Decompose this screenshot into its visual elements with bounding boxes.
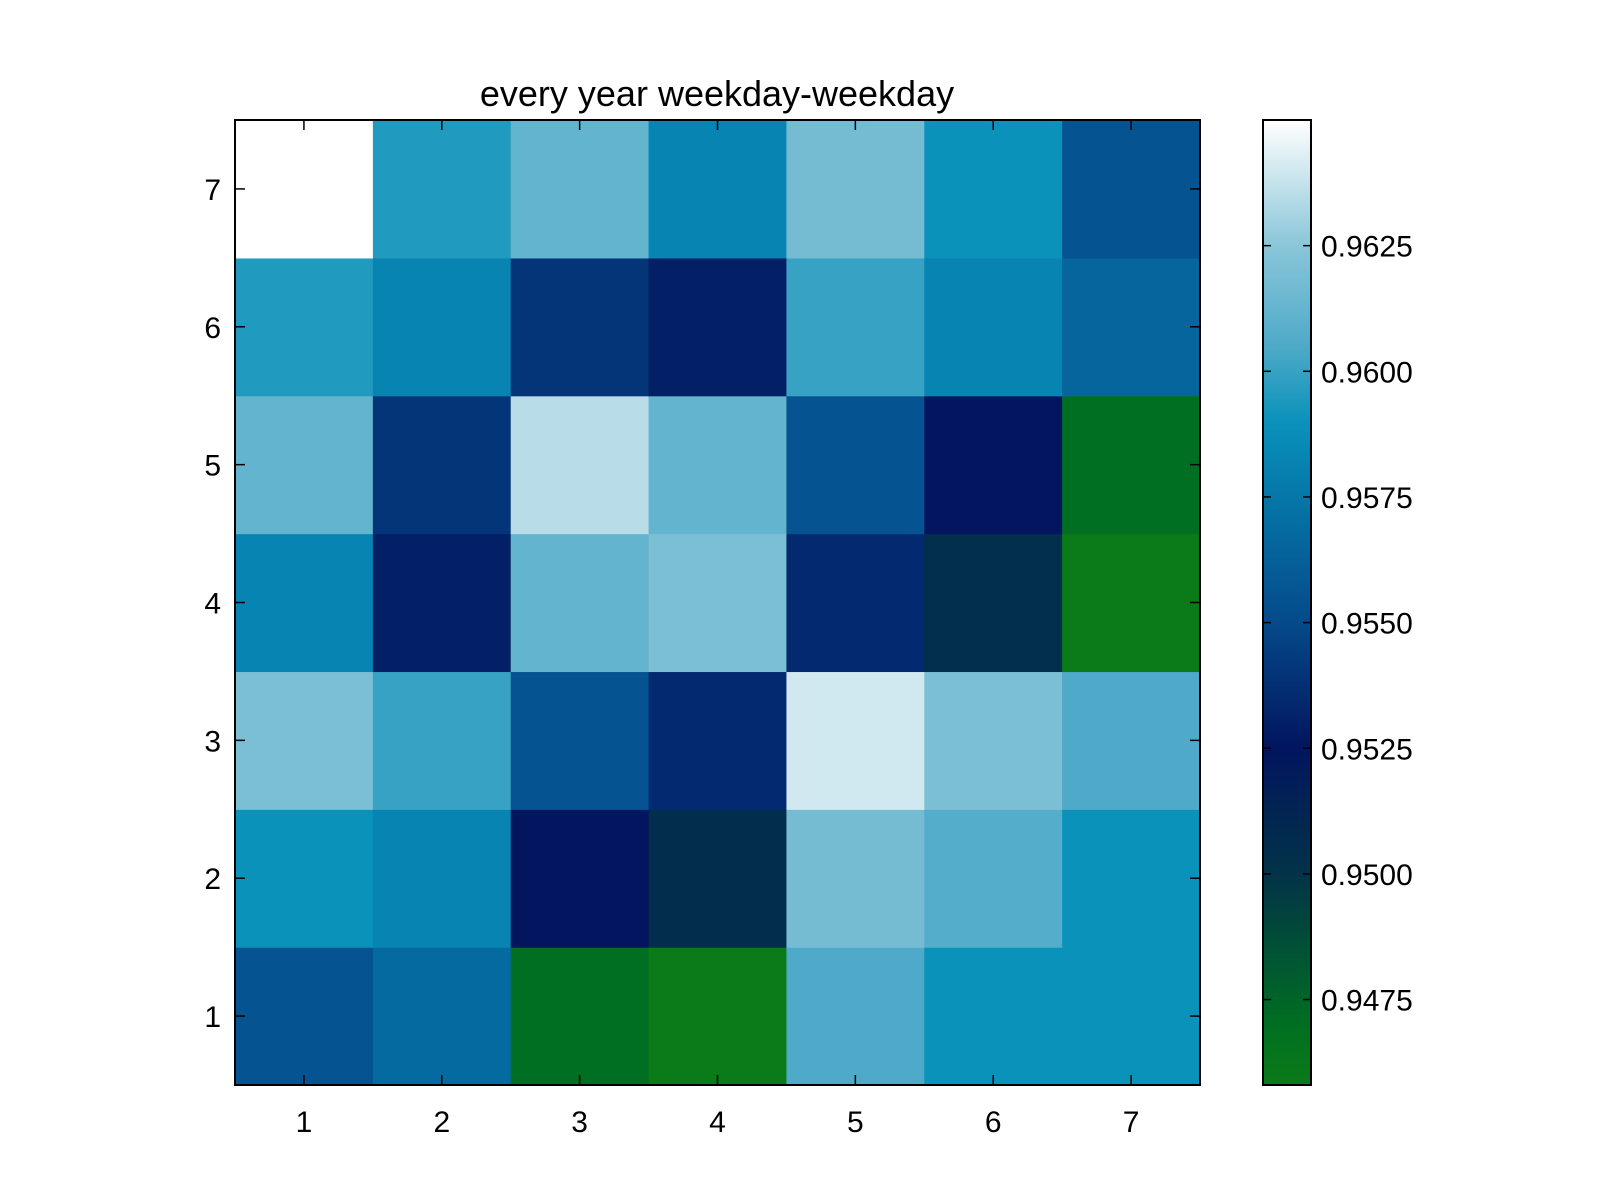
heatmap-cell-r1-c6 (924, 947, 1063, 1086)
colorbar-labels: 0.9475 0.9500 0.9525 0.9550 0.9575 0.9600 0.96… (1321, 231, 1413, 1018)
heatmap-cell-r6-c2 (372, 257, 512, 397)
heatmap-cell-r3-c3 (510, 671, 650, 810)
heatmap-cell-r5-c5 (786, 395, 925, 535)
y-tick-label: 6 (204, 312, 221, 345)
axis-ticks (235, 120, 1200, 1085)
x-tick-label: 1 (296, 1106, 313, 1139)
colorbar-fill (1263, 120, 1311, 1085)
heatmap-cell-r7-c5 (786, 120, 925, 259)
colorbar-tick-label: 0.9550 (1321, 608, 1413, 641)
colorbar-tick-label: 0.9575 (1321, 482, 1413, 515)
heatmap-cell-r7-c4 (648, 120, 788, 259)
y-tick-label: 1 (204, 1001, 221, 1034)
heatmap-cell-r3-c6 (924, 671, 1063, 810)
heatmap-cell-r1-c3 (510, 947, 650, 1086)
heatmap-cell-r6-c3 (510, 257, 650, 397)
colorbar-tick-label: 0.9500 (1321, 859, 1413, 892)
heatmap-cell-r4-c5 (786, 533, 925, 673)
x-tick-label: 5 (847, 1106, 864, 1139)
heatmap-cell-r1-c2 (372, 947, 512, 1086)
chart-title: every year weekday-weekday (480, 73, 954, 114)
heatmap-cell-r1-c4 (648, 947, 788, 1086)
x-tick-label: 6 (985, 1106, 1002, 1139)
heatmap-cell-r5-c1 (235, 395, 374, 535)
heatmap-cell-r2-c5 (786, 809, 925, 948)
heatmap-cell-r7-c2 (372, 120, 512, 259)
heatmap-cell-r7-c1 (235, 120, 374, 259)
y-tick-label: 5 (204, 450, 221, 483)
colorbar: 0.9475 0.9500 0.9525 0.9550 0.9575 0.9600 0.96… (1262, 119, 1413, 1086)
colorbar-tick-label: 0.9475 (1321, 985, 1413, 1018)
y-tick-label: 4 (204, 588, 221, 621)
heatmap-cell-r2-c3 (510, 809, 650, 948)
colorbar-tick-label: 0.9525 (1321, 733, 1413, 766)
heatmap-cell-r5-c6 (924, 395, 1063, 535)
heatmap-cell-r2-c6 (924, 809, 1063, 948)
heatmap-cell-r2-c4 (648, 809, 788, 948)
colorbar-tick-label: 0.9625 (1321, 231, 1413, 264)
heatmap-cell-r1-c1 (235, 947, 374, 1086)
y-tick-labels: 1 2 3 4 5 6 7 (204, 174, 221, 1034)
heatmap-cells (235, 120, 1201, 1086)
heatmap-cell-r4-c3 (510, 533, 650, 673)
colorbar-tick-label: 0.9600 (1321, 356, 1413, 389)
heatmap-cell-r7-c6 (924, 120, 1063, 259)
heatmap-cell-r7-c3 (510, 120, 650, 259)
heatmap-cell-r3-c5 (786, 671, 925, 810)
heatmap-cell-r6-c4 (648, 257, 788, 397)
heatmap-cell-r1-c7 (1062, 947, 1201, 1086)
heatmap-cell-r2-c7 (1062, 809, 1201, 948)
x-tick-label: 7 (1123, 1106, 1140, 1139)
y-tick-label: 7 (204, 174, 221, 207)
x-tick-label: 4 (709, 1106, 726, 1139)
heatmap-cell-r5-c3 (510, 395, 650, 535)
x-tick-label: 3 (571, 1106, 588, 1139)
heatmap-cell-r3-c2 (372, 671, 512, 810)
heatmap-cell-r7-c7 (1062, 120, 1201, 259)
x-tick-label: 2 (433, 1106, 450, 1139)
heatmap-cell-r3-c7 (1062, 671, 1201, 810)
heatmap-cell-r3-c1 (235, 671, 374, 810)
y-tick-label: 3 (204, 725, 221, 758)
heatmap-cell-r5-c2 (372, 395, 512, 535)
heatmap-cell-r6-c5 (786, 257, 925, 397)
heatmap-cell-r4-c4 (648, 533, 788, 673)
x-tick-labels: 1 2 3 4 5 6 7 (296, 1106, 1140, 1139)
heatmap-cell-r6-c1 (235, 257, 374, 397)
colorbar-ticks (1263, 244, 1311, 1001)
y-tick-label: 2 (204, 863, 221, 896)
heatmap-cell-r4-c1 (235, 533, 374, 673)
colorbar-frame (1262, 119, 1312, 1086)
heatmap-cell-r5-c7 (1062, 395, 1201, 535)
heatmap-cell-r5-c4 (648, 395, 788, 535)
plot-frame (234, 119, 1201, 1086)
heatmap-cell-r6-c6 (924, 257, 1063, 397)
heatmap-cell-r2-c2 (372, 809, 512, 948)
heatmap-cell-r4-c6 (924, 533, 1063, 673)
heatmap-cell-r4-c7 (1062, 533, 1201, 673)
heatmap-cell-r2-c1 (235, 809, 374, 948)
heatmap-cell-r4-c2 (372, 533, 512, 673)
heatmap-cell-r3-c4 (648, 671, 788, 810)
heatmap-cell-r1-c5 (786, 947, 925, 1086)
heatmap-cell-r6-c7 (1062, 257, 1201, 397)
